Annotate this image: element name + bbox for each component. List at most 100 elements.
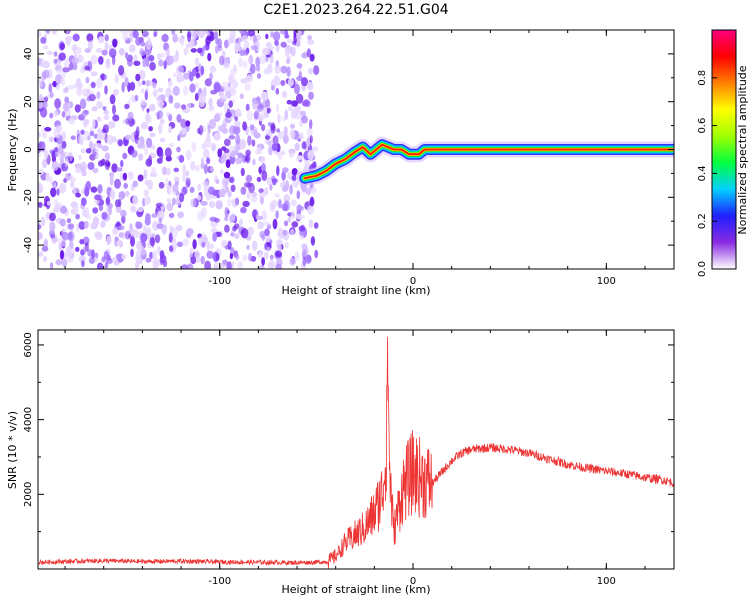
noise-speckle [86, 33, 94, 42]
noise-speckle [67, 85, 75, 90]
noise-speckle [128, 44, 136, 53]
noise-speckle [255, 214, 259, 220]
noise-speckle [78, 134, 84, 145]
noise-speckle [179, 192, 185, 203]
noise-speckle [230, 150, 235, 158]
noise-speckle [213, 261, 219, 269]
noise-speckle [219, 263, 226, 268]
noise-speckle [178, 154, 185, 163]
noise-speckle [136, 240, 143, 251]
noise-speckle [289, 129, 296, 140]
noise-speckle [182, 172, 188, 183]
noise-speckle [172, 33, 178, 43]
noise-speckle [186, 228, 194, 235]
noise-speckle [66, 254, 74, 263]
noise-speckle [49, 91, 54, 98]
noise-speckle [109, 172, 115, 178]
noise-speckle [68, 175, 74, 181]
noise-speckle [83, 119, 90, 125]
noise-speckle [79, 221, 85, 227]
noise-speckle [49, 112, 54, 119]
noise-speckle [120, 254, 127, 260]
noise-speckle [265, 41, 272, 48]
noise-speckle [225, 159, 231, 169]
noise-speckle [48, 136, 54, 143]
spectrogram-x-axis-label: Height of straight line (km) [281, 284, 430, 297]
noise-speckle [287, 216, 292, 223]
noise-speckle [228, 176, 234, 183]
noise-speckle [169, 245, 174, 252]
noise-speckle [145, 257, 152, 263]
noise-speckle [306, 128, 313, 137]
noise-speckle [288, 105, 294, 112]
noise-speckle [80, 197, 87, 206]
noise-speckle [246, 244, 250, 250]
noise-speckle [256, 176, 262, 182]
noise-speckle [83, 220, 89, 229]
noise-speckle [166, 202, 174, 212]
noise-speckle [166, 198, 171, 204]
noise-speckle [89, 130, 95, 137]
noise-speckle [284, 109, 289, 120]
noise-speckle [197, 183, 201, 191]
noise-speckle [112, 38, 118, 48]
noise-speckle [276, 165, 280, 176]
noise-speckle [218, 188, 226, 198]
noise-speckle [213, 31, 219, 40]
noise-speckle [98, 36, 105, 44]
noise-speckle [230, 184, 236, 192]
noise-speckle [133, 60, 141, 66]
noise-speckle [42, 132, 48, 139]
noise-speckle [239, 49, 246, 56]
noise-speckle [240, 186, 247, 195]
noise-speckle [189, 186, 195, 193]
noise-speckle [168, 232, 173, 243]
noise-speckle [145, 158, 153, 167]
noise-speckle [189, 247, 194, 255]
noise-speckle [192, 30, 200, 39]
noise-speckle [45, 172, 50, 182]
noise-speckle [58, 52, 66, 61]
noise-speckle [265, 47, 272, 55]
noise-speckle [64, 96, 70, 104]
noise-speckle [249, 124, 255, 131]
noise-speckle [122, 32, 129, 41]
noise-speckle [168, 114, 173, 122]
noise-speckle [84, 187, 90, 197]
noise-speckle [220, 93, 225, 100]
snr-series-line [38, 336, 674, 569]
noise-speckle [112, 114, 120, 122]
noise-speckle [296, 204, 303, 213]
y-tick-label: 4000 [23, 407, 34, 432]
noise-speckle [112, 104, 116, 115]
noise-speckle [130, 205, 137, 213]
noise-speckle [218, 55, 225, 66]
noise-speckle [238, 57, 243, 68]
noise-speckle [53, 58, 58, 64]
colorbar-label: Normalized spectral amplitude [736, 65, 749, 234]
noise-speckle [39, 81, 43, 88]
noise-speckle [161, 166, 167, 176]
noise-speckle [173, 167, 180, 173]
noise-speckle [87, 162, 95, 170]
noise-speckle [159, 118, 165, 125]
noise-speckle [125, 117, 130, 125]
noise-speckle [245, 174, 253, 183]
noise-speckle [96, 91, 101, 100]
noise-speckle [280, 41, 287, 48]
noise-speckle [80, 66, 84, 74]
noise-speckle [139, 50, 146, 56]
noise-speckle [122, 172, 128, 181]
noise-speckle [101, 145, 109, 152]
noise-speckle [164, 147, 172, 158]
noise-speckle [195, 72, 200, 79]
noise-speckle [64, 157, 69, 167]
spectrogram-plot-area [38, 30, 674, 269]
noise-speckle [261, 170, 268, 182]
noise-speckle [173, 176, 180, 182]
noise-speckle [120, 159, 124, 168]
noise-speckle [306, 81, 314, 91]
noise-speckle [200, 157, 205, 168]
noise-speckle [308, 91, 314, 101]
noise-speckle [292, 180, 299, 188]
